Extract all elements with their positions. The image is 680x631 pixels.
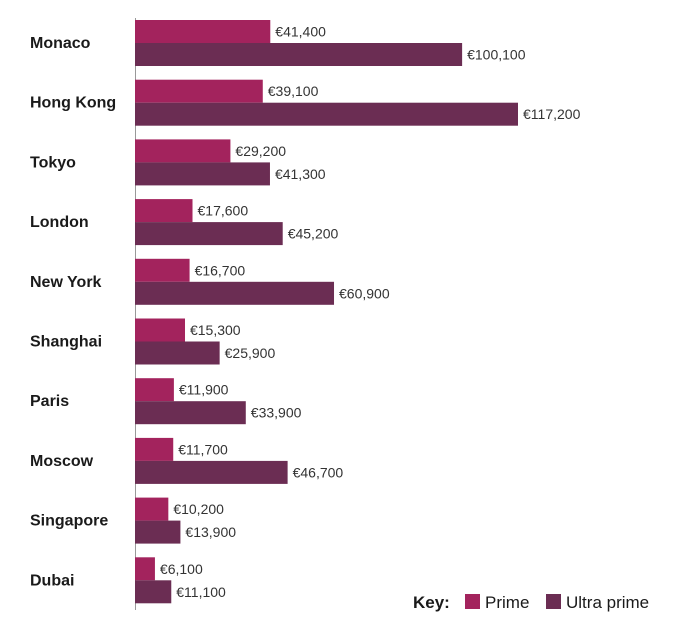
bar-ultra-prime-tokyo — [135, 162, 270, 186]
value-label-prime-dubai: €6,100 — [160, 561, 203, 577]
category-label-dubai: Dubai — [30, 572, 74, 589]
bar-ultra-prime-new-york — [135, 281, 335, 305]
value-label-ultra-prime-dubai: €11,100 — [176, 584, 226, 600]
bar-ultra-prime-singapore — [135, 520, 181, 544]
bar-prime-singapore — [135, 497, 169, 521]
bar-ultra-prime-moscow — [135, 460, 288, 484]
bar-prime-new-york — [135, 258, 190, 282]
bars-group — [135, 20, 518, 604]
value-label-prime-hong-kong: €39,100 — [268, 83, 319, 99]
value-label-prime-monaco: €41,400 — [275, 24, 326, 40]
legend-swatch-ultra-prime — [546, 594, 561, 609]
category-label-moscow: Moscow — [30, 453, 94, 470]
category-label-tokyo: Tokyo — [30, 154, 76, 171]
legend-label-ultra-prime: Ultra prime — [566, 593, 649, 612]
bar-prime-moscow — [135, 437, 174, 461]
value-label-ultra-prime-singapore: €13,900 — [185, 524, 236, 540]
legend-label-prime: Prime — [485, 593, 529, 612]
value-label-prime-singapore: €10,200 — [173, 501, 224, 517]
value-label-ultra-prime-paris: €33,900 — [251, 405, 302, 421]
value-label-ultra-prime-new-york: €60,900 — [339, 285, 390, 301]
bar-ultra-prime-london — [135, 222, 283, 246]
bar-ultra-prime-hong-kong — [135, 102, 518, 126]
bar-ultra-prime-paris — [135, 401, 246, 425]
category-label-monaco: Monaco — [30, 35, 91, 52]
category-label-singapore: Singapore — [30, 513, 108, 530]
legend: Key: Prime Ultra prime — [413, 593, 649, 612]
value-label-ultra-prime-shanghai: €25,900 — [225, 345, 276, 361]
value-label-ultra-prime-moscow: €46,700 — [293, 464, 344, 480]
value-label-prime-paris: €11,900 — [179, 382, 229, 398]
legend-title: Key: — [413, 593, 450, 612]
bar-ultra-prime-monaco — [135, 43, 463, 66]
bar-prime-monaco — [135, 20, 271, 43]
bar-prime-london — [135, 199, 193, 223]
value-label-prime-moscow: €11,700 — [178, 441, 228, 457]
category-label-hong-kong: Hong Kong — [30, 95, 116, 112]
bar-ultra-prime-dubai — [135, 580, 172, 604]
bar-ultra-prime-shanghai — [135, 341, 220, 365]
value-label-ultra-prime-hong-kong: €117,200 — [523, 106, 581, 122]
value-labels: €41,400 €100,100 €39,100 €117,200 €29,200 €41… — [160, 24, 581, 600]
category-label-paris: Paris — [30, 393, 69, 410]
value-label-ultra-prime-london: €45,200 — [288, 226, 339, 242]
bar-prime-dubai — [135, 557, 155, 581]
bar-prime-tokyo — [135, 139, 231, 163]
category-label-new-york: New York — [30, 274, 102, 291]
value-label-ultra-prime-monaco: €100,100 — [467, 47, 526, 63]
value-label-prime-tokyo: €29,200 — [235, 143, 286, 159]
value-label-prime-shanghai: €15,300 — [190, 322, 241, 338]
bar-prime-hong-kong — [135, 79, 263, 103]
bar-prime-shanghai — [135, 318, 185, 342]
value-label-prime-london: €17,600 — [198, 203, 249, 219]
legend-swatch-prime — [465, 594, 480, 609]
value-label-prime-new-york: €16,700 — [195, 262, 246, 278]
category-label-london: London — [30, 214, 89, 231]
category-label-shanghai: Shanghai — [30, 334, 102, 351]
category-labels: Monaco Hong Kong Tokyo London New York Shangh… — [30, 35, 116, 589]
value-label-ultra-prime-tokyo: €41,300 — [275, 166, 326, 182]
bar-prime-paris — [135, 378, 174, 402]
